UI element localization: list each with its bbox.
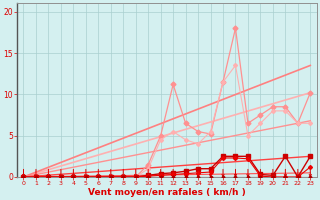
X-axis label: Vent moyen/en rafales ( km/h ): Vent moyen/en rafales ( km/h ) <box>88 188 246 197</box>
